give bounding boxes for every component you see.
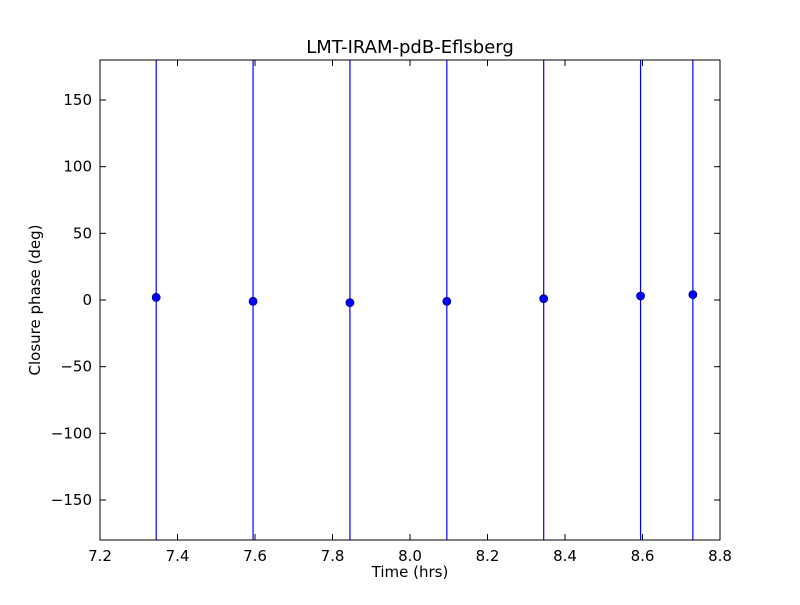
y-tick-label: 0 (82, 291, 92, 309)
y-tick-label: 100 (63, 158, 92, 176)
x-tick-label: 7.6 (243, 547, 267, 565)
x-tick-label: 7.4 (166, 547, 190, 565)
data-point (151, 292, 161, 302)
y-tick-label: 150 (63, 91, 92, 109)
y-tick-label: −100 (51, 424, 92, 442)
data-point (248, 296, 258, 306)
x-tick-label: 8.8 (708, 547, 732, 565)
y-tick-label: −50 (60, 358, 92, 376)
x-axis-label: Time (hrs) (371, 563, 449, 581)
data-point (442, 296, 452, 306)
x-tick-label: 7.8 (321, 547, 345, 565)
data-point (345, 298, 355, 308)
x-tick-label: 8.6 (631, 547, 655, 565)
chart-title: LMT-IRAM-pdB-Eflsberg (306, 37, 514, 58)
y-tick-label: −150 (51, 491, 92, 509)
y-axis-label: Closure phase (deg) (26, 225, 44, 376)
plot-area: 7.2 7.4 7.6 7.8 8.0 8.2 8.4 8.6 8.8 −150 −100 −50 0 5… (51, 59, 732, 565)
data-point (636, 291, 645, 301)
data-point (688, 290, 698, 300)
x-tick-label: 8.2 (476, 547, 500, 565)
x-tick-label: 7.2 (88, 547, 112, 565)
y-tick-label: 50 (73, 224, 92, 242)
data-point (539, 294, 549, 304)
x-tick-label: 8.4 (553, 547, 577, 565)
x-tick-label: 8.0 (398, 547, 422, 565)
